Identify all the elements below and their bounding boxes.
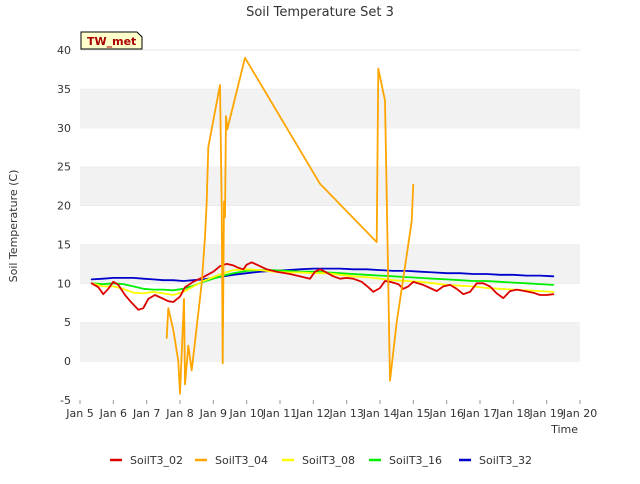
y-tick-label: 15 <box>57 238 71 251</box>
y-tick-label: 20 <box>57 200 71 213</box>
series-line-soilt3-08 <box>90 268 555 296</box>
legend-label: SoilT3_16 <box>389 454 442 467</box>
grid-band <box>80 50 580 89</box>
legend-label: SoilT3_08 <box>302 454 355 467</box>
y-tick-label: -5 <box>60 394 71 407</box>
y-tick-label: 40 <box>57 44 71 57</box>
y-tick-label: 5 <box>64 316 71 329</box>
x-tick-label: Jan 11 <box>262 407 297 420</box>
chart-title: Soil Temperature Set 3 <box>246 5 394 20</box>
x-tick-label: Jan 6 <box>99 407 127 420</box>
y-axis-label: Soil Temperature (C) <box>7 170 20 283</box>
series-lines <box>90 56 555 395</box>
x-tick-label: Jan 12 <box>295 407 330 420</box>
legend-label: SoilT3_02 <box>130 454 183 467</box>
y-tick-label: 30 <box>57 122 71 135</box>
x-tick-label: Jan 15 <box>395 407 430 420</box>
x-tick-label: Jan 18 <box>495 407 530 420</box>
grid-band <box>80 322 580 362</box>
x-axis-label: Time <box>550 423 578 436</box>
grid-band <box>80 361 580 400</box>
x-tick-label: Jan 19 <box>528 407 563 420</box>
x-tick-label: Jan 17 <box>462 407 497 420</box>
site-tag-label: TW_met <box>87 35 136 48</box>
grid-band <box>80 205 580 245</box>
x-tick-label: Jan 8 <box>165 407 193 420</box>
site-tag-box <box>80 31 143 50</box>
x-tick-label: Jan 9 <box>199 407 227 420</box>
grid-band <box>80 127 580 167</box>
legend: SoilT3_02 SoilT3_04 SoilT3_08 SoilT3_16 Soil… <box>110 454 532 467</box>
y-tick-label: 10 <box>57 277 71 290</box>
grid-bands <box>80 49 580 400</box>
legend-label: SoilT3_04 <box>215 454 268 467</box>
series-line-soilt3-32 <box>90 267 555 282</box>
series-line-soilt3-02 <box>90 261 555 311</box>
y-tick-label: 35 <box>57 83 71 96</box>
x-tick-label: Jan 13 <box>328 407 363 420</box>
x-tick-label: Jan 7 <box>132 407 160 420</box>
y-axis: -5 0 5 10 15 20 25 30 35 40 <box>57 44 71 407</box>
x-tick-label: Jan 14 <box>362 407 397 420</box>
x-tick-label: Jan 20 <box>562 407 597 420</box>
x-tick-label: Jan 16 <box>428 407 463 420</box>
grid-band <box>80 166 580 206</box>
legend-label: SoilT3_32 <box>479 454 532 467</box>
y-tick-label: 25 <box>57 161 71 174</box>
grid-band <box>80 244 580 284</box>
series-line-soilt3-04 <box>165 56 415 395</box>
site-tag: TW_met <box>80 31 143 50</box>
x-tick-label: Jan 10 <box>228 407 263 420</box>
grid-band <box>80 88 580 128</box>
y-tick-label: 0 <box>64 355 71 368</box>
x-tick-label: Jan 5 <box>65 407 93 420</box>
